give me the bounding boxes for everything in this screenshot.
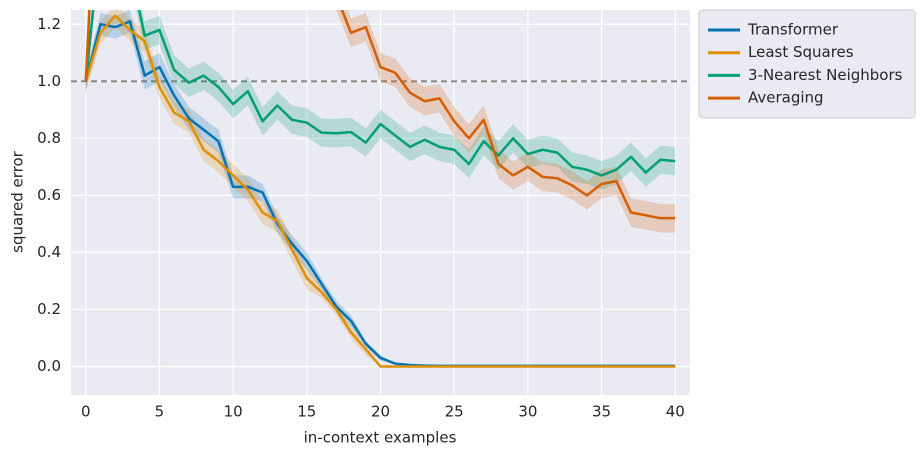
series-line — [84, 10, 676, 177]
y-tick-label: 0.4 — [37, 243, 61, 261]
series-line — [84, 14, 676, 368]
x-tick-label: 0 — [81, 403, 91, 421]
error-band — [85, 10, 676, 367]
x-tick-label: 35 — [592, 403, 611, 421]
legend — [698, 9, 916, 119]
y-tick-label: 0.0 — [37, 357, 61, 375]
legend-label: Least Squares — [748, 43, 854, 61]
error-band — [85, 10, 676, 190]
series-line — [84, 10, 676, 220]
legend-label: 3-Nearest Neighbors — [748, 66, 903, 84]
error-band — [85, 10, 676, 233]
x-tick-label: 30 — [518, 403, 537, 421]
x-tick-label: 40 — [666, 403, 685, 421]
legend-label: Averaging — [748, 89, 824, 107]
x-tick-label: 15 — [297, 403, 316, 421]
y-tick-label: 1.2 — [37, 15, 61, 33]
x-tick-label: 25 — [445, 403, 464, 421]
x-tick-label: 10 — [224, 403, 243, 421]
y-tick-label: 0.6 — [37, 186, 61, 204]
y-axis-label: squared error — [9, 150, 27, 253]
x-axis-label: in-context examples — [304, 429, 457, 447]
y-tick-label: 0.8 — [37, 129, 61, 147]
x-tick-label: 20 — [371, 403, 390, 421]
y-tick-label: 1.0 — [37, 72, 61, 90]
legend-label: Transformer — [747, 21, 839, 39]
y-tick-label: 0.2 — [37, 300, 61, 318]
x-tick-label: 5 — [155, 403, 165, 421]
